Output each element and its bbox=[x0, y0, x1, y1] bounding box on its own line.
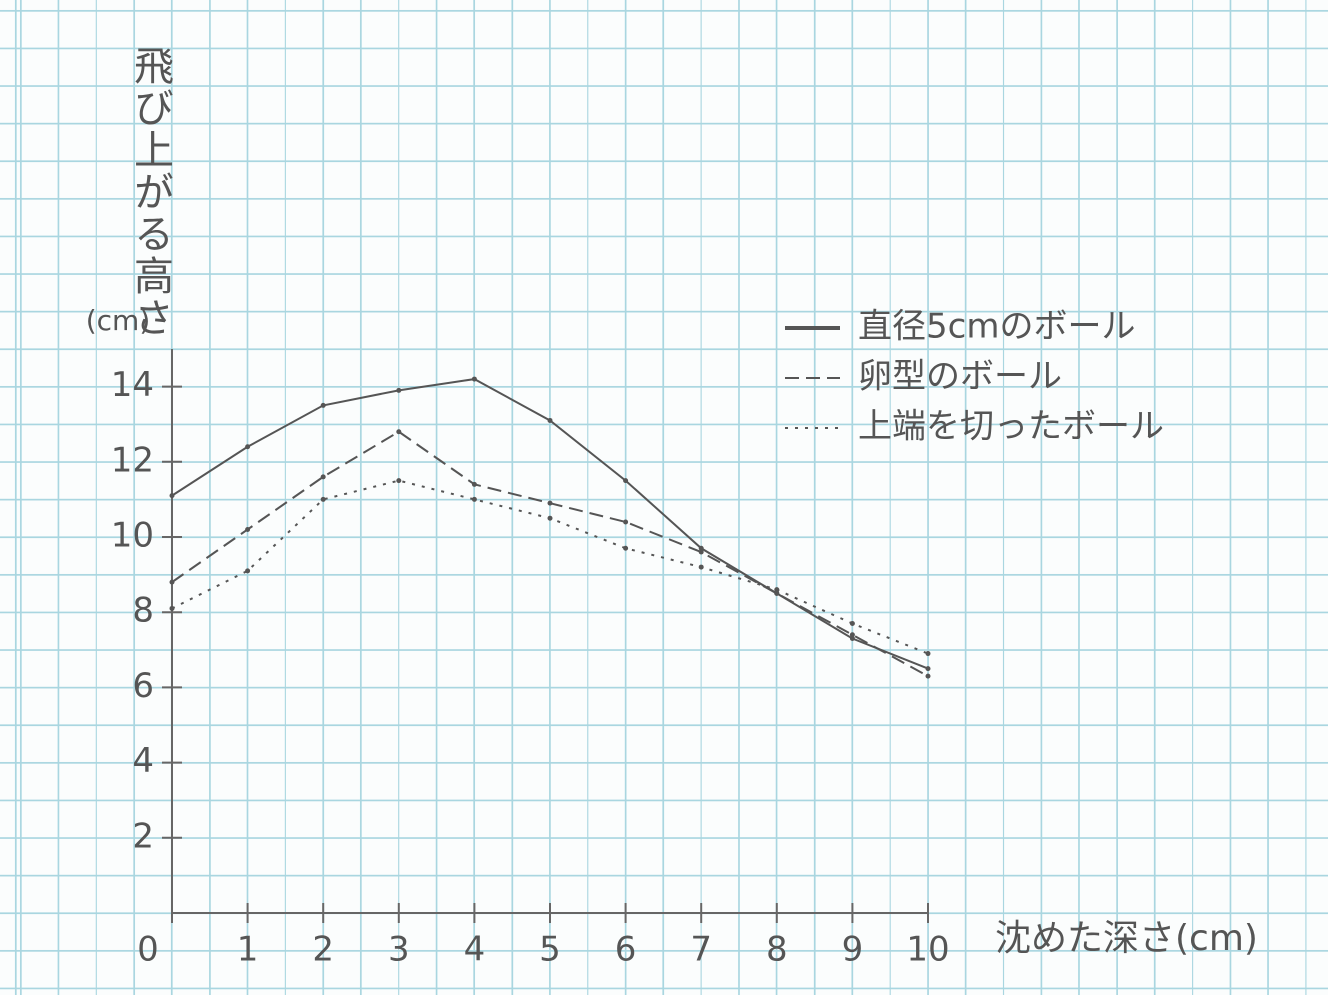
point bbox=[698, 549, 704, 555]
point bbox=[320, 474, 326, 480]
point bbox=[547, 417, 553, 423]
point bbox=[320, 496, 326, 502]
y-tick-label: 8 bbox=[132, 591, 154, 631]
legend-label: 卵型のボール bbox=[858, 357, 1062, 397]
point bbox=[623, 545, 629, 551]
point bbox=[774, 587, 780, 593]
point bbox=[925, 666, 931, 672]
point bbox=[471, 481, 477, 487]
point bbox=[547, 515, 553, 521]
point bbox=[849, 620, 855, 626]
x-tick-label: 0 bbox=[137, 930, 159, 970]
point bbox=[925, 651, 931, 657]
point bbox=[169, 493, 175, 499]
x-tick-label: 10 bbox=[906, 930, 949, 970]
x-tick-label: 2 bbox=[312, 930, 334, 970]
point bbox=[623, 478, 629, 484]
point bbox=[169, 605, 175, 611]
y-tick-label: 2 bbox=[132, 816, 154, 856]
point bbox=[320, 402, 326, 408]
legend-label: 上端を切ったボール bbox=[858, 407, 1164, 447]
x-tick-label: 3 bbox=[388, 930, 410, 970]
point bbox=[396, 478, 402, 484]
point bbox=[169, 579, 175, 585]
point bbox=[925, 673, 931, 679]
x-tick-label: 7 bbox=[690, 930, 712, 970]
x-tick-label: 4 bbox=[464, 930, 486, 970]
y-tick-label: 6 bbox=[132, 666, 154, 706]
y-tick-label: 12 bbox=[111, 440, 154, 480]
point bbox=[396, 387, 402, 393]
x-tick-label: 1 bbox=[237, 930, 259, 970]
point bbox=[245, 568, 251, 574]
legend-label: 直径5cmのボール bbox=[858, 307, 1135, 347]
series-line bbox=[171, 430, 929, 677]
y-axis-unit: (cm) bbox=[86, 304, 151, 337]
point bbox=[698, 545, 704, 551]
point bbox=[774, 590, 780, 596]
y-tick-label: 10 bbox=[111, 516, 154, 556]
x-tick-label: 8 bbox=[766, 930, 788, 970]
x-axis-label: 沈めた深さ(cm) bbox=[995, 918, 1258, 959]
y-tick-label: 14 bbox=[111, 365, 154, 405]
x-tick-label: 5 bbox=[539, 930, 561, 970]
series-line bbox=[171, 479, 929, 655]
point bbox=[849, 632, 855, 638]
x-tick-label: 6 bbox=[615, 930, 637, 970]
point bbox=[245, 526, 251, 532]
x-tick-label: 9 bbox=[842, 930, 864, 970]
point bbox=[623, 519, 629, 525]
point bbox=[471, 376, 477, 382]
point bbox=[245, 444, 251, 450]
point bbox=[471, 496, 477, 502]
point bbox=[698, 564, 704, 570]
y-tick-label: 4 bbox=[132, 741, 154, 781]
point bbox=[547, 500, 553, 506]
point bbox=[396, 429, 402, 435]
y-axis-label: 飛び上がる高さ bbox=[127, 45, 173, 339]
point bbox=[849, 636, 855, 642]
